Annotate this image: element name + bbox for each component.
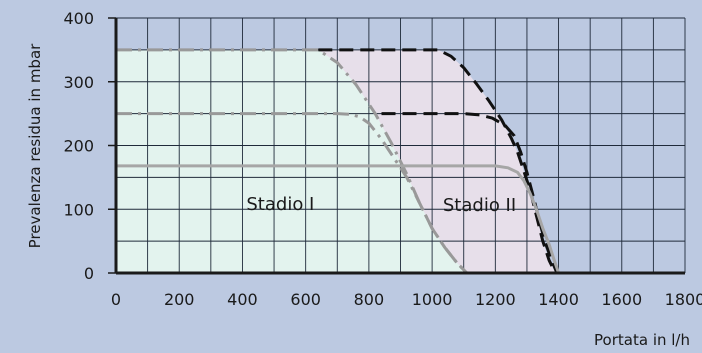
y-axis-label: Prevalenza residua in mbar: [26, 43, 44, 248]
x-axis-label: Portata in l/h: [594, 331, 690, 349]
y-tick-label: 200: [63, 137, 94, 156]
x-tick-label: 800: [354, 290, 385, 309]
x-tick-label: 1000: [412, 290, 453, 309]
x-tick-label: 0: [111, 290, 121, 309]
x-tick-label: 1800: [665, 290, 702, 309]
tick-labels: 0 200 400 600 800 1000 1200 1400 1600 1800 0 100 200…: [63, 9, 702, 309]
stage-fills: [116, 49, 556, 274]
y-tick-label: 400: [63, 9, 94, 28]
series-line-3: [318, 48, 557, 274]
y-tick-label: 300: [63, 73, 94, 92]
axes: [108, 17, 685, 275]
x-tick-label: 400: [227, 290, 258, 309]
annotation-label: Stadio I: [246, 194, 314, 215]
pump-curves: [116, 48, 561, 275]
x-tick-label: 200: [164, 290, 195, 309]
grid-lines: [116, 17, 686, 273]
series-line-4: [381, 112, 559, 274]
x-tick-label: 1400: [538, 290, 579, 309]
series-line-5: [116, 164, 561, 274]
y-tick-label: 0: [84, 264, 94, 283]
annotation-label: Stadio II: [443, 195, 516, 216]
annotations: Stadio I Stadio II: [246, 194, 516, 216]
stage-1-area: [116, 49, 467, 274]
x-tick-label: 600: [290, 290, 321, 309]
x-tick-label: 1200: [475, 290, 516, 309]
y-tick-label: 100: [63, 200, 94, 219]
x-tick-label: 1600: [601, 290, 642, 309]
